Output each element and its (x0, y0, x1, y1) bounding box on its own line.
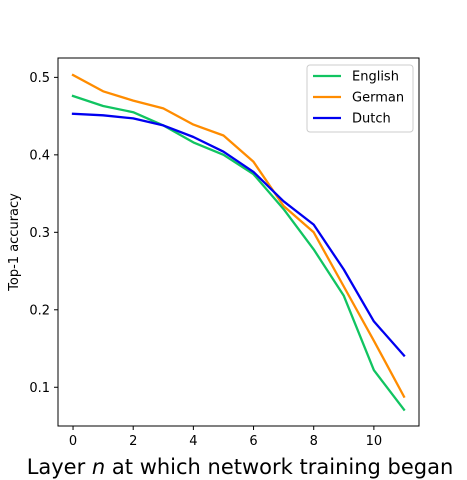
y-tick-label: 0.3 (29, 226, 50, 241)
y-axis-label: Top-1 accuracy (7, 193, 22, 292)
x-tick-label: 6 (249, 434, 257, 449)
x-tick-label: 8 (310, 434, 318, 449)
y-tick-label: 0.5 (29, 71, 50, 86)
x-tick-label: 4 (189, 434, 197, 449)
legend: English German Dutch (306, 64, 414, 133)
x-tick-label: 0 (69, 434, 77, 449)
y-tick-label: 0.2 (29, 303, 50, 318)
series-line-german (71, 73, 406, 399)
x-axis-label-prefix: Layer (27, 455, 92, 479)
axis-ticks: 0 2 4 6 8 10 0.1 0.2 0.3 0.4 0.5 (29, 71, 382, 449)
legend-label-english: English (352, 70, 399, 85)
axes-frame (57, 57, 420, 427)
x-axis-label-variable: n (92, 455, 105, 479)
legend-box (306, 64, 414, 133)
y-tick-label: 0.4 (29, 148, 50, 163)
x-tick-label: 2 (129, 434, 137, 449)
x-axis-label: Layer n at which network training began (27, 455, 454, 479)
plot-area (71, 73, 406, 412)
series-line-dutch (71, 112, 406, 358)
y-tick-label: 0.1 (29, 381, 50, 396)
series-line-english (71, 94, 406, 412)
x-tick-label: 10 (366, 434, 383, 449)
x-axis-label-suffix: at which network training began (105, 455, 453, 479)
legend-label-dutch: Dutch (352, 112, 391, 127)
legend-label-german: German (352, 91, 404, 106)
